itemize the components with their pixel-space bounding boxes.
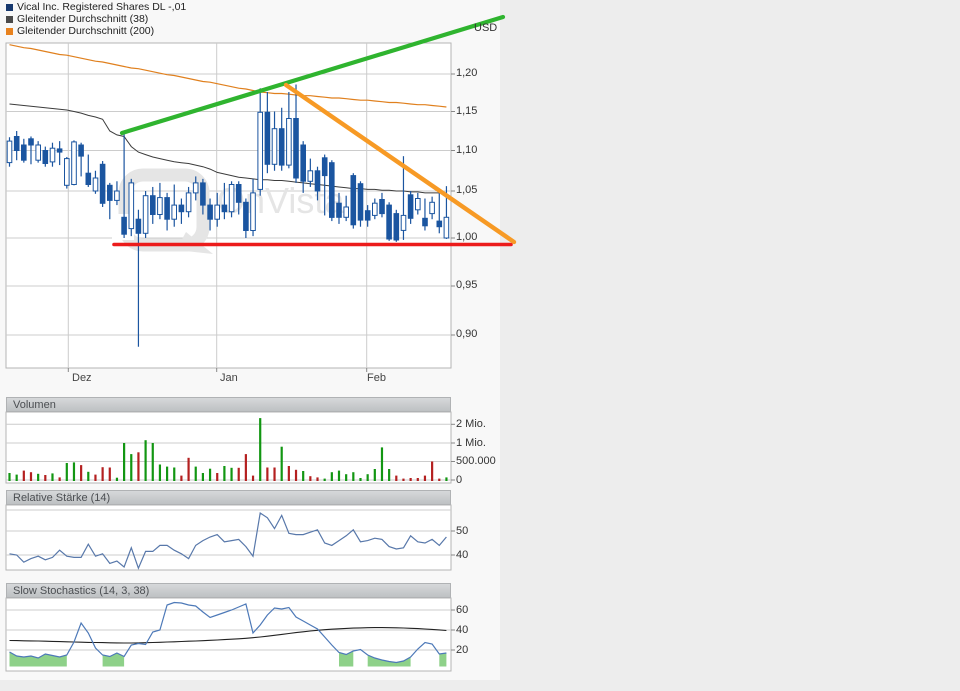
trendlines-layer <box>112 14 517 247</box>
ma38-swatch-icon <box>6 15 13 23</box>
currency-axis-label: USD <box>474 22 498 34</box>
price-tick-110: 1,10 <box>456 143 478 156</box>
ma200-label: Gleitender Durchschnitt (200) <box>17 25 155 37</box>
ma200-swatch-icon <box>6 27 13 35</box>
stoch-tick-20: 20 <box>456 643 469 656</box>
legend-item-ma200: Gleitender Durchschnitt (200) <box>6 25 186 37</box>
price-tick-115: 1,15 <box>456 104 478 117</box>
price-tick-090: 0,90 <box>456 328 478 340</box>
month-tick-jan: Jan <box>220 372 238 384</box>
moving-averages <box>9 44 447 195</box>
downtrend-line <box>283 82 517 245</box>
main-grid <box>6 43 455 372</box>
volume-tick-500k: 500.000 <box>456 455 496 467</box>
stoch-tick-60: 60 <box>456 603 469 616</box>
volume-panel <box>6 418 455 481</box>
month-tick-dez: Dez <box>72 372 92 384</box>
stoch-panel-header: Slow Stochastics (14, 3, 38) <box>6 583 451 598</box>
price-tick-120: 1,20 <box>456 67 478 79</box>
candles-layer <box>6 84 450 347</box>
price-tick-095: 0,95 <box>456 279 478 291</box>
volume-tick-0: 0 <box>456 473 463 486</box>
volume-tick-1m: 1 Mio. <box>456 436 486 449</box>
stochastics-panel <box>6 601 455 667</box>
legend: Vical Inc. Registered Shares DL -,01 Gle… <box>6 1 186 37</box>
volume-panel-header: Volumen <box>6 397 451 412</box>
legend-item-instrument: Vical Inc. Registered Shares DL -,01 <box>6 1 186 13</box>
rsi-panel-header: Relative Stärke (14) <box>6 490 451 505</box>
rsi-tick-40: 40 <box>456 548 469 561</box>
rsi-tick-50: 50 <box>456 524 469 537</box>
rsi-panel <box>6 509 455 570</box>
instrument-swatch-icon <box>6 3 13 11</box>
volume-tick-2m: 2 Mio. <box>456 418 486 430</box>
legend-item-ma38: Gleitender Durchschnitt (38) <box>6 13 186 25</box>
stoch-tick-40: 40 <box>456 623 469 636</box>
instrument-label: Vical Inc. Registered Shares DL -,01 <box>17 1 187 13</box>
month-tick-feb: Feb <box>367 372 386 384</box>
price-tick-105: 1,05 <box>456 184 478 196</box>
price-tick-100: 1,00 <box>456 231 478 243</box>
panel-backgrounds <box>5 42 452 672</box>
ma38-label: Gleitender Durchschnitt (38) <box>17 13 149 25</box>
uptrend-line <box>119 14 506 136</box>
